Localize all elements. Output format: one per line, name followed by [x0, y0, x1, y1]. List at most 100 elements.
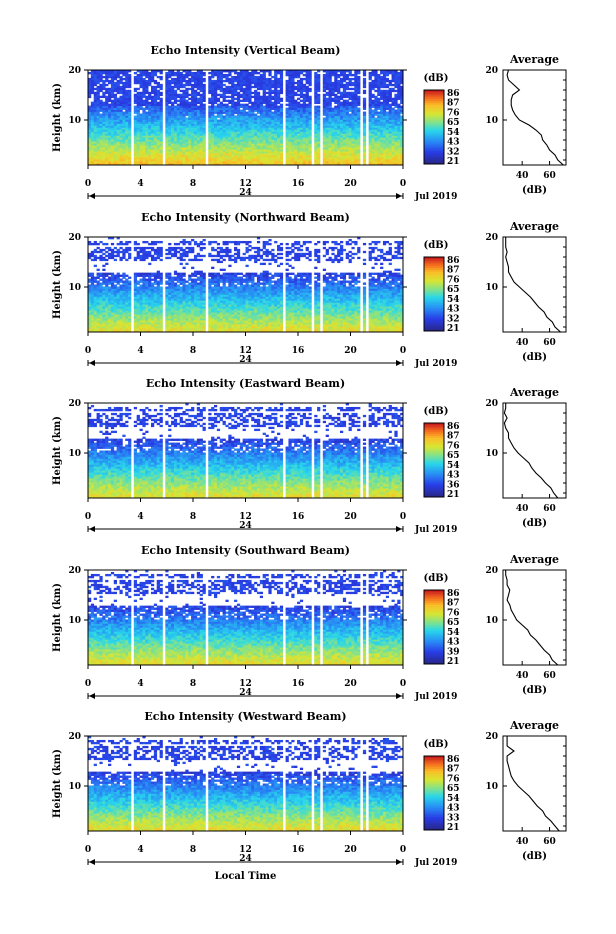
heatmap-cell: [120, 86, 123, 88]
heatmap-cell: [217, 104, 220, 106]
heatmap-cell: [214, 116, 217, 118]
heatmap-cell: [157, 82, 160, 84]
heatmap-cell: [251, 92, 254, 94]
heatmap-cell: [228, 96, 231, 98]
heatmap-cell: [297, 102, 300, 104]
colorbar-tick-label: 86: [447, 89, 460, 99]
x-tick-label: 8: [190, 179, 196, 189]
heatmap-cell: [243, 104, 246, 106]
heatmap-cell: [349, 102, 352, 104]
heatmap-cell: [240, 104, 243, 106]
heatmap-cell: [148, 72, 151, 74]
heatmap-cell: [374, 90, 377, 92]
heatmap-cell: [188, 102, 191, 104]
heatmap-cell: [174, 72, 177, 74]
heatmap-cell: [191, 72, 194, 74]
heatmap-cell: [271, 90, 274, 92]
heatmap-cell: [266, 78, 269, 80]
heatmap-cell: [383, 90, 386, 92]
heatmap-cell: [266, 96, 269, 98]
heatmap-cell: [243, 88, 246, 90]
heatmap-cell: [183, 84, 186, 86]
heatmap-cell: [349, 92, 352, 94]
x-tick-label: 20: [344, 179, 357, 189]
heatmap-cell: [185, 80, 188, 82]
average-x-tick-label: 40: [516, 171, 529, 181]
heatmap-cell: [372, 94, 375, 96]
heatmap-cell: [251, 102, 254, 104]
heatmap-cell: [177, 104, 180, 106]
heatmap-cell: [137, 74, 140, 76]
heatmap-cell: [346, 74, 349, 76]
heatmap-cell: [297, 80, 300, 82]
heatmap-cell: [234, 116, 237, 118]
heatmap-cell: [323, 118, 326, 120]
heatmap-cell: [240, 110, 243, 112]
heatmap-cell: [180, 90, 183, 92]
heatmap-cell: [300, 104, 303, 106]
heatmap-cell: [389, 80, 392, 82]
heatmap-cell: [185, 118, 188, 120]
heatmap-cell: [171, 102, 174, 104]
heatmap-cell: [142, 100, 145, 102]
heatmap-cell: [214, 80, 217, 82]
heatmap-cell: [297, 94, 300, 96]
heatmap-cell: [145, 80, 148, 82]
heatmap-cell: [397, 72, 400, 74]
heatmap-cell: [203, 72, 206, 74]
heatmap-cell: [99, 96, 102, 98]
heatmap-cell: [246, 104, 249, 106]
y-tick-label: 20: [68, 66, 81, 76]
heatmap-cell: [346, 100, 349, 102]
heatmap-cell: [386, 112, 389, 114]
y-tick-label: 10: [68, 116, 81, 126]
heatmap-cell: [183, 74, 186, 76]
heatmap-cell: [374, 118, 377, 120]
heatmap-cell: [122, 82, 125, 84]
heatmap-cell: [220, 94, 223, 96]
heatmap-cell: [363, 98, 366, 100]
heatmap-cell: [294, 92, 297, 94]
heatmap-cell: [257, 76, 260, 78]
heatmap-cell: [223, 88, 226, 90]
heatmap-cell: [271, 96, 274, 98]
heatmap-cell: [271, 80, 274, 82]
heatmap-cell: [188, 94, 191, 96]
heatmap-cell: [114, 82, 117, 84]
heatmap-cell: [251, 96, 254, 98]
heatmap-cell: [303, 94, 306, 96]
heatmap-cell: [257, 92, 260, 94]
heatmap-cell: [297, 98, 300, 100]
colorbar-tick-label: 65: [447, 118, 460, 128]
heatmap-cell: [300, 78, 303, 80]
heatmap-cell: [102, 102, 105, 104]
heatmap-cell: [177, 100, 180, 102]
heatmap-cell: [294, 100, 297, 102]
heatmap-cell: [165, 72, 168, 74]
heatmap-cell: [228, 106, 231, 108]
heatmap-cell: [346, 82, 349, 84]
heatmap-cell: [271, 76, 274, 78]
heatmap-cell: [134, 94, 137, 96]
heatmap-cell: [392, 88, 395, 90]
heatmap-cell: [154, 80, 157, 82]
heatmap-cell: [117, 98, 120, 100]
heatmap-cell: [225, 100, 228, 102]
heatmap-cell: [94, 92, 97, 94]
heatmap-cell: [389, 88, 392, 90]
heatmap-cell: [228, 86, 231, 88]
heatmap-cell: [102, 76, 105, 78]
heatmap-cell: [303, 78, 306, 80]
heatmap-cell: [334, 94, 337, 96]
heatmap-cell: [257, 72, 260, 74]
heatmap-cell: [343, 84, 346, 86]
heatmap-cell: [194, 72, 197, 74]
heatmap-cell: [309, 96, 312, 98]
heatmap-cell: [397, 104, 400, 106]
heatmap-cell: [286, 108, 289, 110]
heatmap-cell: [137, 92, 140, 94]
heatmap-cell: [277, 78, 280, 80]
colorbar-tick-label: 76: [447, 108, 460, 118]
heatmap-cell: [351, 82, 354, 84]
